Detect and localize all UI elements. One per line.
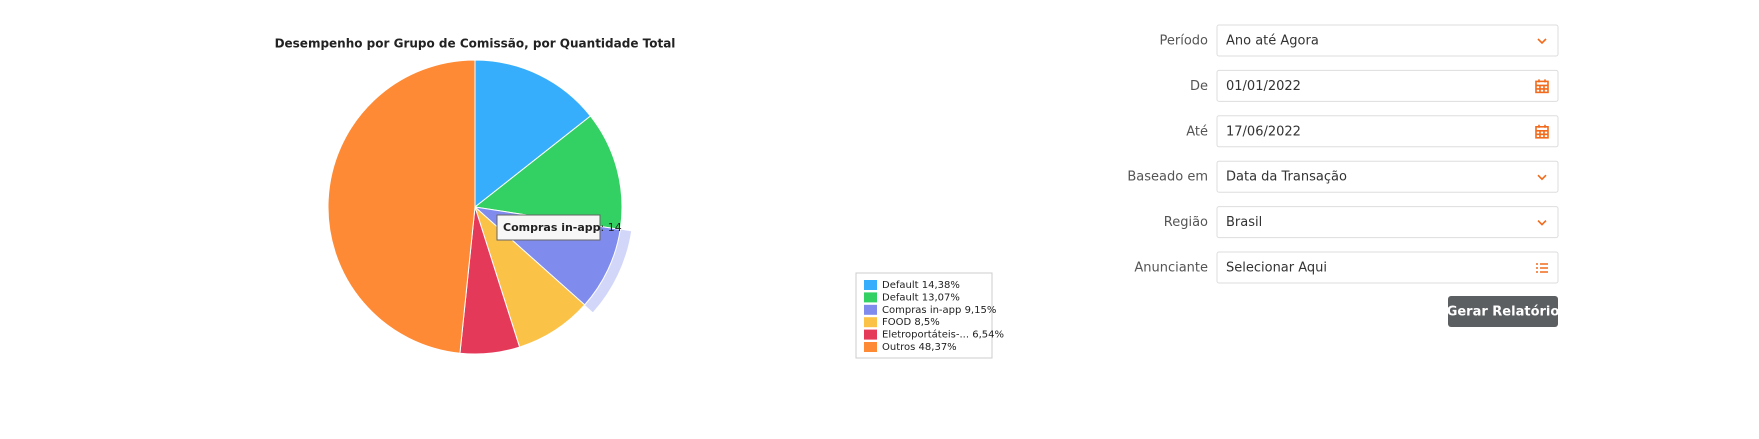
submit-button[interactable] [1448,296,1558,327]
tooltip-text: Compras in-app: 14 [503,221,622,234]
legend-label[interactable]: Default 13,07% [882,292,960,303]
field-value[interactable]: 17/06/2022 [1226,124,1301,139]
legend-value: 48,37% [919,342,957,353]
legend-swatch [864,304,877,315]
list-icon [1536,263,1548,273]
field-box[interactable] [1216,206,1559,239]
legend-swatch [864,329,877,340]
field-label: Anunciante [1134,261,1208,276]
calendar-icon [1535,126,1549,139]
field-box[interactable] [1216,69,1559,102]
field-box[interactable] [1216,24,1559,57]
chevron-icon [1537,220,1547,226]
legend-name: Default [882,280,919,291]
legend-swatch [864,342,877,352]
legend-value: 6,54% [972,330,1004,341]
submit-label[interactable]: Gerar Relatório [1447,305,1560,320]
legend-value: 8,5% [914,317,939,328]
tooltip-sep: : [601,221,605,234]
calendar-icon [1535,80,1549,94]
legend-label[interactable]: Compras in-app 9,15% [882,305,996,316]
slice[interactable] [474,59,592,209]
chart-title: Desempenho por Grupo de Comissão, por Qu… [275,37,676,51]
field-label: Baseado em [1127,170,1208,185]
field-value[interactable]: Brasil [1226,215,1262,230]
chevron-icon [1537,174,1547,181]
field-box[interactable] [1216,251,1559,284]
form: Período Ano até Agora De 01/01/2022 Até 17/06… [1127,24,1559,284]
chevron-icon [1537,38,1547,45]
field-box[interactable] [1216,115,1559,148]
legend-name: Default [882,292,919,303]
field-value[interactable]: Data da Transação [1226,170,1347,185]
legend-swatch [864,280,877,290]
field-box[interactable] [1216,160,1559,193]
calendar-icon [1536,124,1548,138]
tooltip-name: Compras in-app [503,221,601,234]
field-value[interactable]: Selecionar Aqui [1226,261,1327,276]
slice[interactable] [327,59,476,354]
calendar-icon [1536,79,1548,93]
legend-name: FOOD [882,317,911,328]
field-label: De [1190,79,1208,94]
tooltip-box [496,214,601,241]
legend-value: 9,15% [965,305,997,316]
tooltip: Compras in-app: 14 [496,214,622,241]
tooltip-value: 14 [608,221,622,234]
legend-name: Eletroportáteis-... [882,329,969,341]
legend-label[interactable]: FOOD 8,5% [882,317,940,328]
legend-name: Outros [882,342,915,353]
legend-label[interactable]: Eletroportáteis-... 6,54% [882,329,1004,341]
legend-swatch [864,292,877,303]
legend-value: 14,38% [922,280,960,291]
field-value[interactable]: Ano até Agora [1226,34,1319,49]
pie [327,59,632,355]
legend-label[interactable]: Default 14,38% [882,280,960,291]
field-label: Região [1164,215,1208,230]
legend-swatch [864,317,877,328]
legend-value: 13,07% [922,292,960,303]
field-label: Até [1186,124,1208,139]
field-label: Período [1160,34,1209,49]
legend-box [855,272,993,359]
legend-label[interactable]: Outros 48,37% [882,342,957,353]
field-value[interactable]: 01/01/2022 [1226,79,1301,94]
slice[interactable] [473,115,623,231]
legend-name: Compras in-app [882,305,961,316]
legend: Default 14,38%Default 13,07% Compras in-a… [864,280,1004,353]
